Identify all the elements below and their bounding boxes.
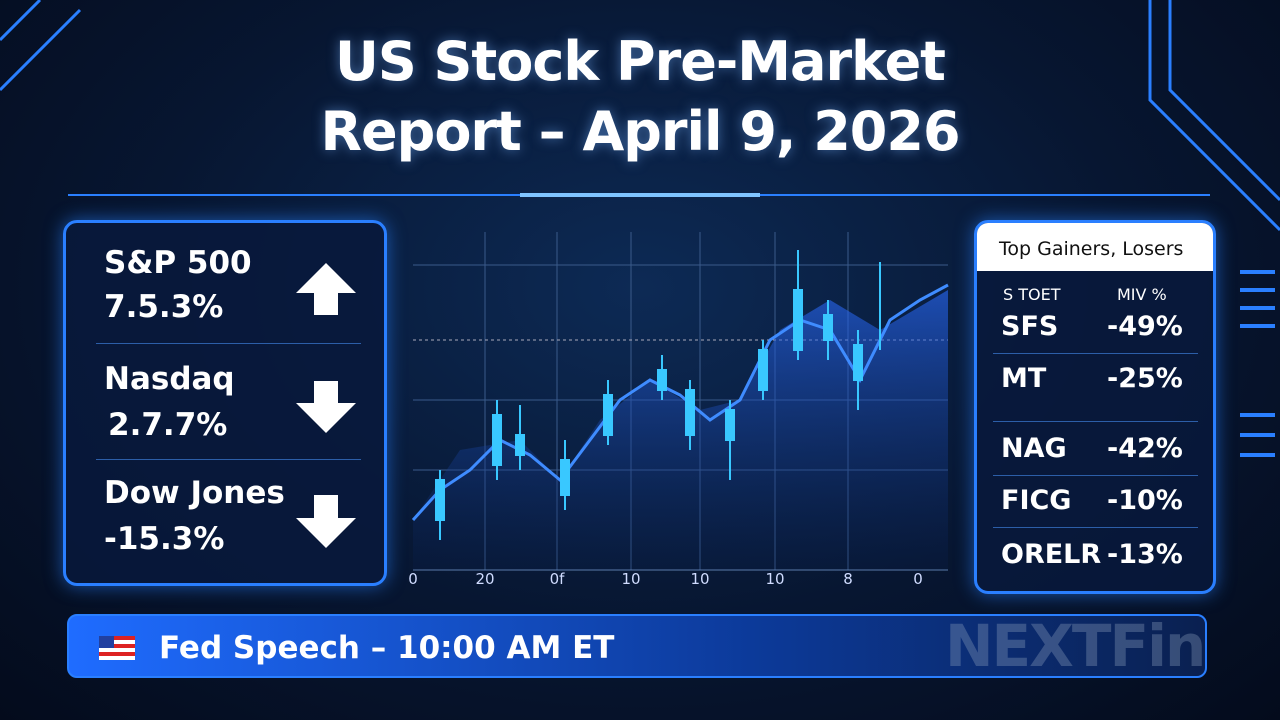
separator	[96, 459, 361, 460]
logo: NEXTFin	[945, 612, 1206, 680]
column-header: S TOET	[1003, 285, 1061, 304]
mover-change: -10%	[1107, 485, 1183, 516]
mover-symbol: NAG	[1001, 433, 1067, 464]
flag-icon	[99, 636, 135, 660]
title: US Stock Pre-Market	[334, 30, 946, 93]
column-header: MIV %	[1117, 285, 1167, 304]
mover-change: -13%	[1107, 539, 1183, 570]
x-label: 0f	[549, 570, 565, 588]
x-label: 8	[843, 570, 853, 588]
arrows	[296, 263, 356, 548]
index-name: S&P 500	[104, 245, 252, 281]
x-label: 20	[475, 570, 495, 588]
separator	[993, 475, 1198, 476]
title: Report – April 9, 2026	[320, 100, 960, 163]
x-label: 10	[765, 570, 785, 588]
x-label: 0	[408, 570, 418, 588]
x-label: 0	[913, 570, 923, 588]
index-change: -15.3%	[104, 521, 225, 557]
banner: Fed Speech – 10:00 AM ET	[67, 614, 1207, 678]
movers-panel: Top Gainers, Losers S TOET MIV % SFS -49%…	[974, 220, 1216, 594]
indices-panel: S&P 500 7.5.3% Nasdaq 2.7.7% Dow Jones -…	[63, 220, 387, 586]
x-label: 10	[621, 570, 641, 588]
separator	[96, 343, 361, 344]
index-name: Dow Jones	[104, 475, 285, 511]
index-change: 2.7.7%	[108, 407, 228, 443]
separator	[993, 421, 1198, 422]
mover-symbol: SFS	[1001, 311, 1059, 342]
separator	[993, 353, 1198, 354]
movers-title: Top Gainers, Losers	[977, 223, 1213, 271]
banner-text: Fed Speech – 10:00 AM ET	[159, 630, 615, 666]
mover-change: -25%	[1107, 363, 1183, 394]
mover-change: -49%	[1107, 311, 1183, 342]
mover-symbol: ORELR	[1001, 539, 1102, 570]
mover-symbol: FICG	[1001, 485, 1072, 516]
separator	[993, 527, 1198, 528]
index-name: Nasdaq	[104, 361, 235, 397]
mover-change: -42%	[1107, 433, 1183, 464]
mover-symbol: MT	[1001, 363, 1047, 394]
index-change: 7.5.3%	[104, 289, 224, 325]
x-label: 10	[690, 570, 710, 588]
